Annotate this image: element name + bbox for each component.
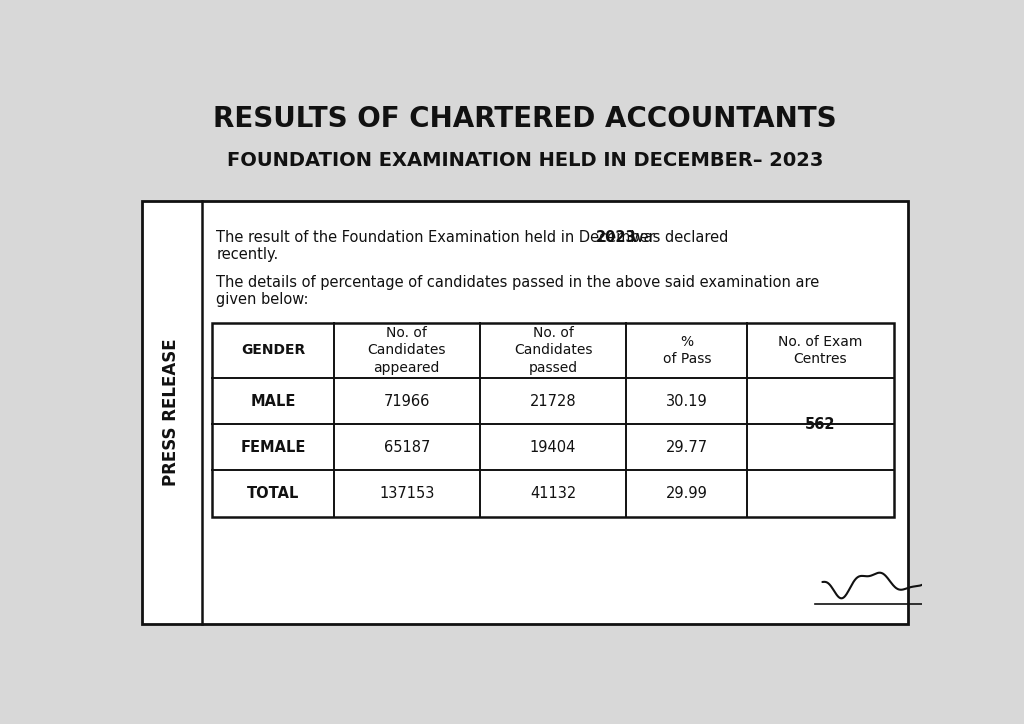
Text: 65187: 65187 <box>384 439 430 455</box>
Text: No. of
Candidates
passed: No. of Candidates passed <box>514 326 592 374</box>
Text: given below:: given below: <box>216 292 309 307</box>
Text: 30.19: 30.19 <box>666 394 708 408</box>
Text: was declared: was declared <box>627 230 728 245</box>
Text: 562: 562 <box>805 416 836 432</box>
Text: FOUNDATION EXAMINATION HELD IN DECEMBER– 2023: FOUNDATION EXAMINATION HELD IN DECEMBER–… <box>226 151 823 169</box>
Text: GENDER: GENDER <box>241 343 305 357</box>
Text: 2023: 2023 <box>596 230 637 245</box>
Text: No. of Exam
Centres: No. of Exam Centres <box>778 334 863 366</box>
Text: PRESS RELEASE: PRESS RELEASE <box>163 339 180 487</box>
Text: %
of Pass: % of Pass <box>663 334 711 366</box>
Bar <box>142 201 907 624</box>
Text: recently.: recently. <box>216 247 279 262</box>
Text: MALE: MALE <box>251 394 296 408</box>
Text: 29.99: 29.99 <box>666 486 708 501</box>
Text: The details of percentage of candidates passed in the above said examination are: The details of percentage of candidates … <box>216 275 819 290</box>
Text: 137153: 137153 <box>379 486 434 501</box>
Text: TOTAL: TOTAL <box>247 486 299 501</box>
Text: 19404: 19404 <box>529 439 577 455</box>
Text: 41132: 41132 <box>530 486 577 501</box>
Bar <box>212 322 894 516</box>
Text: No. of
Candidates
appeared: No. of Candidates appeared <box>368 326 446 374</box>
Text: 29.77: 29.77 <box>666 439 708 455</box>
Text: RESULTS OF CHARTERED ACCOUNTANTS: RESULTS OF CHARTERED ACCOUNTANTS <box>213 105 837 133</box>
Text: The result of the Foundation Examination held in December: The result of the Foundation Examination… <box>216 230 659 245</box>
Text: 21728: 21728 <box>529 394 577 408</box>
Text: 71966: 71966 <box>384 394 430 408</box>
Text: FEMALE: FEMALE <box>241 439 306 455</box>
